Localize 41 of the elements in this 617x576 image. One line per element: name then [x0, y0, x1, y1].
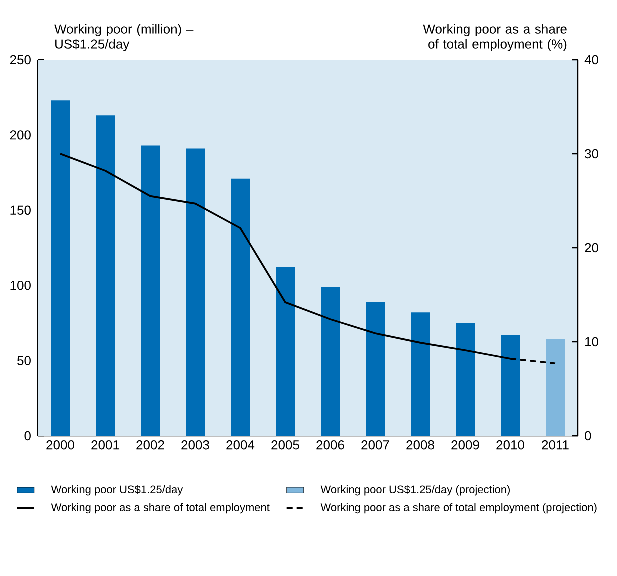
- y2-tick-label: 40: [584, 55, 598, 65]
- x-tick-label: 2006: [316, 440, 344, 450]
- bar: [501, 335, 520, 436]
- y2-tick-label: 0: [585, 431, 592, 441]
- y-tick-label: 150: [10, 206, 31, 215]
- bar: [546, 338, 566, 436]
- bar: [231, 178, 250, 436]
- x-tick-label: 2005: [272, 440, 300, 450]
- y2-tick-label: 10: [586, 337, 598, 347]
- x-tick-label: 2007: [362, 440, 390, 450]
- legend-label: Working poor US$1.25/day: [51, 485, 184, 496]
- x-tick-label: 2000: [46, 440, 74, 450]
- bar: [321, 287, 340, 436]
- bar: [456, 323, 476, 436]
- x-tick-label: 2009: [452, 440, 480, 450]
- y2-tick-label: 20: [585, 243, 598, 253]
- y-tick-label: 0: [24, 431, 31, 441]
- bar: [366, 302, 386, 436]
- y2-tick-label: 30: [585, 149, 598, 159]
- y-axis-title: Working poor (million) – US$1.25/day: [54, 24, 194, 52]
- x-tick-label: 2011: [542, 440, 569, 450]
- bar: [51, 100, 70, 436]
- bar: [276, 268, 296, 436]
- y-tick-label: 100: [10, 280, 31, 290]
- legend-label: Working poor US$1.25/day (projection): [320, 485, 510, 496]
- x-tick-label: 2003: [182, 440, 210, 450]
- bar: [411, 312, 430, 436]
- x-tick-label: 2004: [226, 440, 255, 450]
- legend-label: Working poor as a share of total employment (projection): [320, 503, 597, 514]
- y-tick-label: 50: [18, 356, 31, 366]
- bar: [141, 146, 160, 436]
- x-tick-label: 2001: [92, 440, 120, 450]
- y2-axis-title: Working poor as a share of total employment (%): [423, 24, 567, 52]
- y-tick-label: 200: [10, 130, 31, 140]
- y-tick-label: 250: [10, 55, 31, 65]
- x-tick-label: 2010: [496, 440, 524, 450]
- bar: [96, 116, 115, 436]
- legend-label: Working poor as a share of total employment: [51, 503, 270, 514]
- x-tick-label: 2008: [406, 440, 434, 450]
- bar: [186, 148, 205, 436]
- x-tick-label: 2002: [136, 440, 164, 450]
